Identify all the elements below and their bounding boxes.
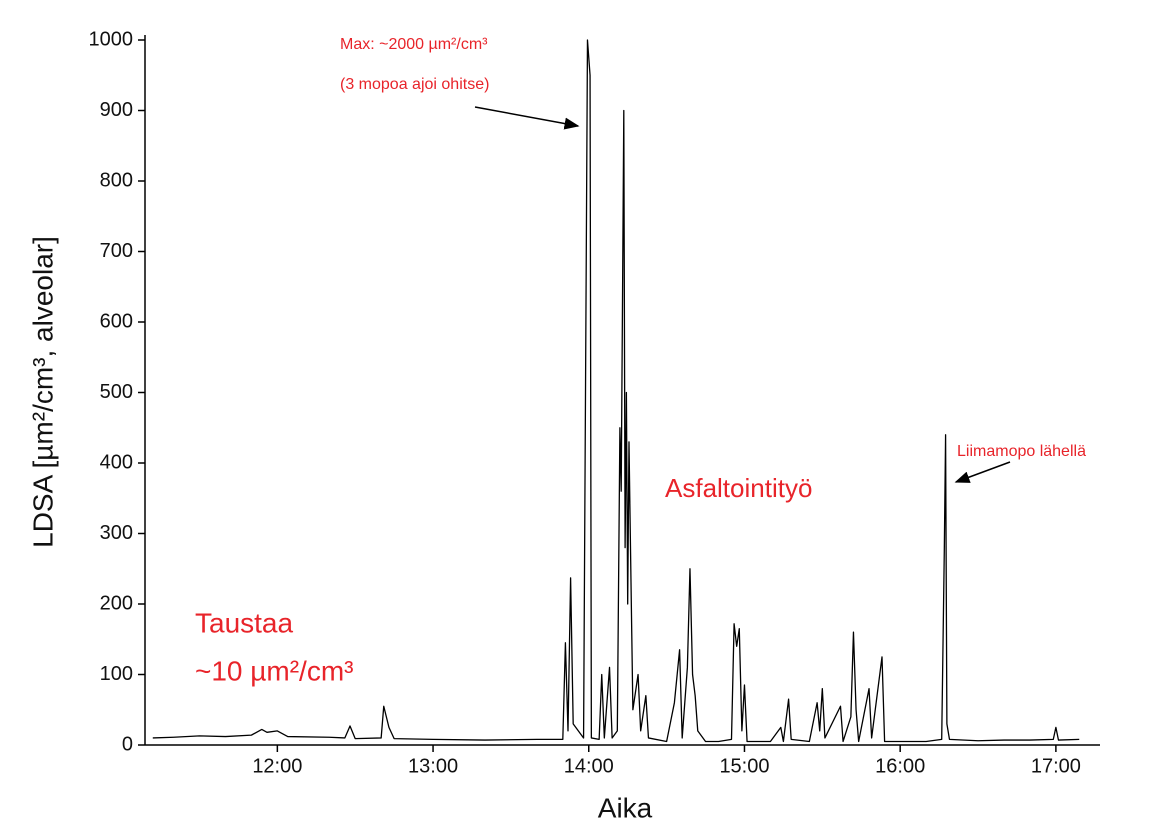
x-tick-label: 16:00 <box>875 755 925 777</box>
arrow <box>954 461 1011 483</box>
annotation: Asfaltointityö <box>665 473 812 503</box>
x-tick-label: 13:00 <box>408 755 458 777</box>
annotation: Max: ~2000 µm²/cm³ <box>340 36 488 53</box>
data-line <box>152 39 1080 743</box>
arrow <box>474 106 580 130</box>
y-tick-label: 100 <box>100 663 133 685</box>
y-axis-title: LDSA [µm²/cm³, alveolar] <box>27 236 58 548</box>
x-tick-label: 14:00 <box>564 755 614 777</box>
y-tick-label: 400 <box>100 451 133 473</box>
y-tick-label: 700 <box>100 240 133 262</box>
y-tick-label: 900 <box>100 99 133 121</box>
y-tick-label: 1000 <box>89 28 134 50</box>
annotation: (3 mopoa ajoi ohitse) <box>340 76 489 93</box>
annotation: Taustaa <box>195 607 293 638</box>
y-tick-label: 300 <box>100 522 133 544</box>
x-tick-label: 17:00 <box>1031 755 1081 777</box>
annotation: Liimamopo lähellä <box>957 443 1086 460</box>
annotation: ~10 µm²/cm³ <box>195 655 353 686</box>
y-tick-label: 0 <box>122 733 133 755</box>
y-tick-label: 800 <box>100 169 133 191</box>
x-tick-label: 12:00 <box>252 755 302 777</box>
x-tick-label: 15:00 <box>719 755 769 777</box>
y-tick-label: 600 <box>100 310 133 332</box>
x-axis-title: Aika <box>598 792 653 823</box>
y-tick-label: 500 <box>100 381 133 403</box>
y-tick-label: 200 <box>100 592 133 614</box>
